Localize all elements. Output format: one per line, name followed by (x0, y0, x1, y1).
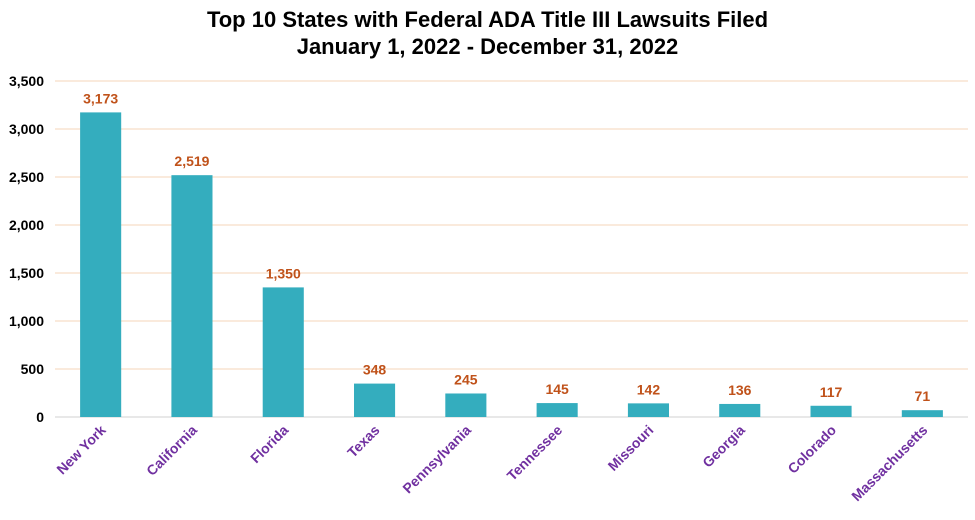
data-label: 145 (545, 381, 569, 397)
y-tick-label: 2,500 (9, 169, 44, 185)
y-tick-label: 1,000 (9, 313, 44, 329)
x-tick-label: Texas (344, 422, 383, 461)
bar (810, 405, 852, 417)
x-tick-label: Pennsylvania (399, 422, 474, 497)
bar (445, 393, 487, 417)
x-tick-label: California (143, 422, 200, 479)
chart-title: Top 10 States with Federal ADA Title III… (0, 6, 975, 60)
bars (80, 112, 943, 417)
y-axis: 0 500 1,000 1,500 2,000 2,500 3,000 3,500 (9, 73, 44, 425)
data-label: 245 (454, 371, 478, 387)
y-tick-label: 3,500 (9, 73, 44, 89)
x-tick-label: Georgia (699, 422, 748, 471)
y-tick-label: 0 (36, 409, 44, 425)
chart-subtitle: January 1, 2022 - December 31, 2022 (296, 34, 679, 59)
bar (80, 112, 122, 417)
data-label: 71 (915, 388, 931, 404)
bar (354, 383, 396, 417)
data-labels: 3,173 2,519 1,350 348 245 145 142 136 117 71 (83, 90, 930, 404)
y-tick-label: 3,000 (9, 121, 44, 137)
x-axis: New York California Florida Texas Pennsylvan… (53, 422, 930, 504)
data-label: 142 (637, 381, 661, 397)
bar (171, 175, 213, 417)
x-tick-label: Missouri (605, 422, 657, 474)
data-label: 348 (363, 362, 387, 378)
x-tick-label: Tennessee (504, 422, 566, 484)
bar (719, 403, 761, 417)
data-label: 117 (820, 384, 843, 400)
y-tick-label: 2,000 (9, 217, 44, 233)
data-label: 136 (728, 382, 752, 398)
chart-title-line: Top 10 States with Federal ADA Title III… (206, 7, 769, 32)
y-tick-label: 1,500 (9, 265, 44, 281)
x-tick-label: New York (53, 422, 109, 478)
data-label: 2,519 (174, 153, 209, 169)
bar (536, 403, 578, 417)
data-label: 3,173 (83, 90, 118, 106)
x-tick-label: Massachusetts (848, 422, 930, 504)
bar (627, 403, 669, 417)
y-tick-label: 500 (21, 361, 45, 377)
bar (901, 410, 943, 417)
x-tick-label: Colorado (784, 422, 839, 477)
x-tick-label: Florida (247, 422, 291, 466)
bar (262, 287, 304, 417)
data-label: 1,350 (266, 265, 301, 281)
